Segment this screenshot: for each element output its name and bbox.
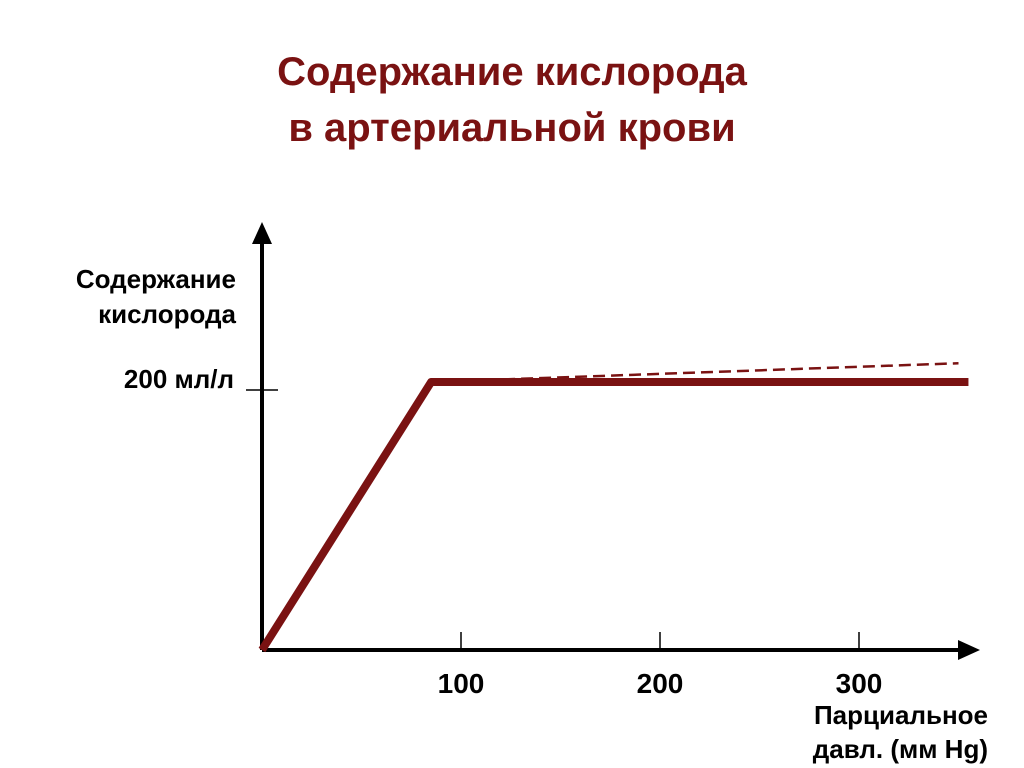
y-axis-label-line-1: Содержание [75,264,236,294]
x-axis-arrow [958,640,980,660]
series-line-solid [258,378,969,653]
chart-title-line-2: в артериальной крови [288,106,736,150]
y-tick-label-200: 200 мл/л [123,364,234,394]
chart-series [258,361,969,653]
y-axis-label-line-2: кислорода [98,299,236,329]
chart-ticks [246,389,860,650]
x-axis-label-line-2: давл. (мм Hg) [812,734,988,764]
series-line-dashed [431,361,959,384]
x-tick-label-100: 100 [437,668,485,699]
chart-axes [252,222,980,660]
x-tick-label-300: 300 [835,668,883,699]
y-axis-label: Содержание кислорода [76,262,236,332]
x-tick-label-200: 200 [636,668,684,699]
x-axis-label: Парциальное давл. (мм Hg) [813,698,988,766]
chart-title: Содержание кислорода в артериальной кров… [0,44,1024,156]
y-axis-arrow [252,222,272,244]
x-axis-label-line-1: Парциальное [813,700,988,730]
chart-title-line-1: Содержание кислорода [277,50,747,94]
